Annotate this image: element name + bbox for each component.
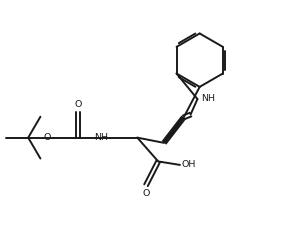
- Text: O: O: [44, 133, 51, 142]
- Text: OH: OH: [182, 160, 196, 169]
- Text: O: O: [75, 100, 82, 109]
- Text: O: O: [142, 189, 150, 198]
- Text: NH: NH: [94, 133, 108, 142]
- Text: NH: NH: [201, 94, 215, 103]
